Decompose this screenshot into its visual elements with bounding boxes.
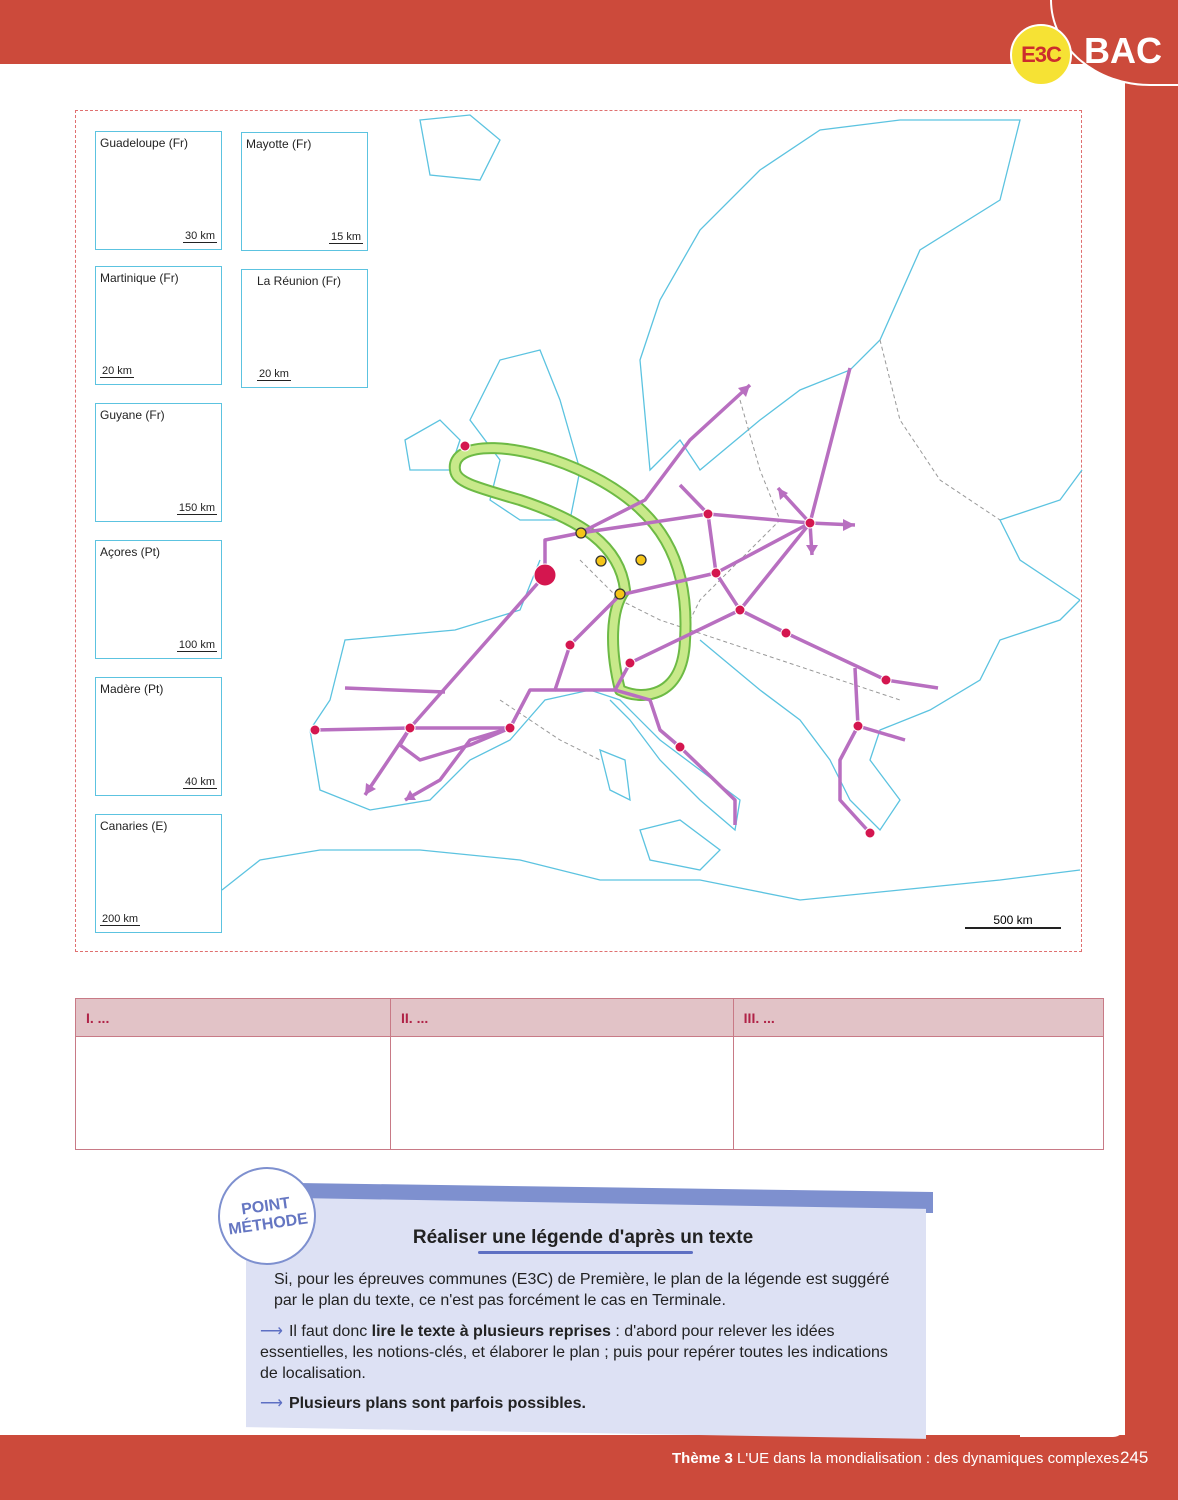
inset-label: Mayotte (Fr) bbox=[246, 137, 312, 151]
inset-scale: 40 km bbox=[183, 776, 217, 789]
bottom-banner bbox=[0, 1435, 1178, 1500]
page-corner bbox=[1020, 1425, 1125, 1437]
inset-label: La Réunion (Fr) bbox=[257, 274, 342, 288]
inset-martinique: Martinique (Fr) 20 km bbox=[95, 266, 222, 385]
legend-table: I. ... II. ... III. ... bbox=[74, 998, 1105, 1150]
inset-label: Canaries (E) bbox=[100, 819, 168, 833]
inset-reunion: La Réunion (Fr) 20 km bbox=[241, 269, 368, 388]
arrow-icon: ⟶ bbox=[260, 1395, 283, 1412]
right-banner bbox=[1125, 0, 1178, 1500]
point1-bold: lire le texte à plusieurs reprises bbox=[371, 1323, 611, 1340]
yellow-nodes bbox=[575, 527, 647, 600]
legend-header-1: I. ... bbox=[74, 998, 392, 1037]
method-point-1: ⟶ Il faut donc lire le texte à plusieurs … bbox=[260, 1321, 905, 1384]
point1-text-end: : d'abord pour relever les idées essenti… bbox=[260, 1323, 888, 1382]
e3c-badge: E3C bbox=[1010, 24, 1072, 86]
arrow-icon: ⟶ bbox=[260, 1323, 283, 1340]
inset-canaries: Canaries (E) 200 km bbox=[95, 814, 222, 933]
point2-text: Plusieurs plans sont parfois possibles. bbox=[288, 1395, 586, 1412]
method-title: Réaliser une légende d'après un texte bbox=[412, 1227, 754, 1248]
top-banner bbox=[0, 0, 1178, 64]
inset-guyane: Guyane (Fr) 150 km bbox=[95, 403, 222, 522]
method-point-2: ⟶ Plusieurs plans sont parfois possibles. bbox=[260, 1393, 890, 1414]
inset-scale: 150 km bbox=[176, 502, 217, 515]
bac-badge: BAC bbox=[1084, 30, 1162, 71]
megalopolis-outline bbox=[448, 442, 692, 701]
legend-cell-2[interactable] bbox=[390, 1036, 734, 1150]
inset-label: Guadeloupe (Fr) bbox=[100, 136, 189, 150]
inset-label: Martinique (Fr) bbox=[100, 271, 179, 285]
page-number: 245 bbox=[1120, 1448, 1149, 1467]
city-nodes bbox=[309, 440, 892, 839]
inset-scale: 100 km bbox=[176, 639, 217, 652]
method-box: POINT MÉTHODE Réaliser une légende d'apr… bbox=[211, 1160, 933, 1439]
legend-cell-1[interactable] bbox=[74, 1036, 392, 1150]
inset-scale: 20 km bbox=[100, 365, 134, 378]
inset-scale: 200 km bbox=[100, 913, 141, 926]
inset-scale: 20 km bbox=[257, 368, 291, 381]
borders bbox=[499, 339, 1001, 761]
footer-theme: Thème 3 L'UE dans la mondialisation : de… bbox=[672, 1450, 1119, 1467]
map-scale-bar: 500 km bbox=[965, 913, 1061, 929]
inset-scale: 15 km bbox=[329, 231, 363, 244]
point1-text: Il faut donc bbox=[288, 1323, 372, 1340]
inset-mayotte: Mayotte (Fr) 15 km bbox=[241, 132, 368, 251]
inset-guadeloupe: Guadeloupe (Fr) 30 km bbox=[95, 131, 222, 250]
legend-header-2: II. ... bbox=[390, 998, 734, 1037]
footer-theme-title: L'UE dans la mondialisation : des dynami… bbox=[737, 1450, 1120, 1467]
legend-cell-3[interactable] bbox=[732, 1036, 1105, 1150]
inset-madere: Madère (Pt) 40 km bbox=[95, 677, 222, 796]
map-drawing bbox=[221, 114, 1083, 901]
coastlines bbox=[221, 114, 1083, 901]
europe-map bbox=[75, 110, 1082, 952]
inset-scale: 30 km bbox=[183, 230, 217, 243]
inset-label: Guyane (Fr) bbox=[100, 408, 165, 422]
legend-header-3: III. ... bbox=[732, 998, 1105, 1037]
inset-label: Açores (Pt) bbox=[100, 545, 161, 559]
title-underline bbox=[478, 1251, 693, 1254]
inset-acores: Açores (Pt) 100 km bbox=[95, 540, 222, 659]
inset-label: Madère (Pt) bbox=[100, 682, 164, 696]
route-arrowheads bbox=[365, 385, 855, 800]
method-intro: Si, pour les épreuves communes (E3C) de … bbox=[274, 1271, 890, 1309]
footer-theme-number: Thème 3 bbox=[672, 1450, 733, 1467]
